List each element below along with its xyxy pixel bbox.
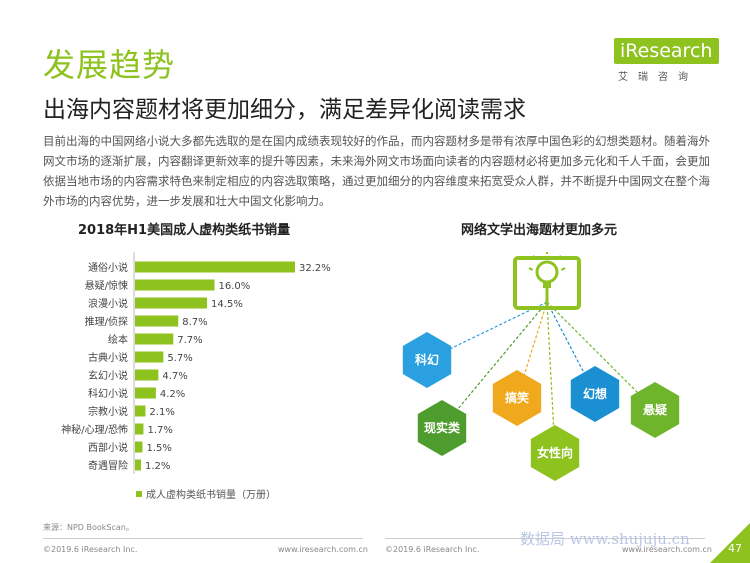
- page-subtitle: 出海内容题材将更加细分，满足差异化阅读需求: [43, 97, 526, 123]
- bar-chart-title: 2018年H1美国成人虚构类纸书销量: [78, 223, 291, 238]
- page-number: 47: [728, 542, 742, 555]
- bar: [135, 387, 156, 399]
- topic-node: 悬疑: [630, 382, 680, 438]
- bar: [135, 315, 179, 327]
- diagram-title: 网络文学出海题材更加多元: [461, 223, 618, 238]
- category-label: 推理/侦探: [85, 315, 128, 328]
- logo-main-text: iResearch: [614, 38, 720, 64]
- bar: [135, 441, 143, 453]
- topic-node-label: 科幻: [415, 352, 439, 367]
- footer-url-left[interactable]: www.iresearch.com.cn: [278, 545, 368, 554]
- category-label: 科幻小说: [88, 387, 128, 400]
- topic-node-label: 现实类: [424, 420, 461, 435]
- category-label: 西部小说: [88, 441, 128, 454]
- category-label: 绘本: [108, 333, 128, 346]
- footer-divider-right: [385, 538, 705, 539]
- category-label: 神秘/心理/恐怖: [61, 423, 128, 436]
- connector-line: [441, 301, 548, 429]
- category-label: 宗教小说: [88, 405, 128, 418]
- category-label: 古典小说: [88, 351, 128, 364]
- category-label: 玄幻小说: [88, 369, 128, 382]
- section-title: 发展趋势: [43, 46, 176, 84]
- footer-divider-left: [43, 538, 363, 539]
- page-corner: [710, 523, 750, 563]
- bar: [135, 279, 215, 291]
- footer-url-right[interactable]: www.iresearch.com.cn: [622, 545, 712, 554]
- category-label: 浪漫小说: [88, 297, 128, 310]
- book-lightbulb-icon: [513, 252, 581, 310]
- footer-copyright-left: ©2019.6 iResearch Inc.: [43, 545, 138, 554]
- value-label: 8.7%: [182, 317, 207, 328]
- watermark: 数据局 www.shujuju.cn: [520, 530, 690, 548]
- value-label: 4.7%: [162, 371, 187, 382]
- intro-paragraph: 目前出海的中国网络小说大多都先选取的是在国内成绩表现较好的作品，而内容题材多是带…: [43, 134, 710, 208]
- footer-copyright-right: ©2019.6 iResearch Inc.: [385, 545, 480, 554]
- bar: [135, 351, 164, 363]
- category-label: 通俗小说: [88, 261, 128, 274]
- source-note: 来源：NPD BookScan。: [43, 523, 134, 532]
- bar: [135, 423, 144, 435]
- bar-chart: 通俗小说 32.2% 悬疑/惊悚 16.0% 浪漫小说 14.5% 推理/侦探 8.7% 绘本 7…: [61, 252, 331, 474]
- legend-label: 成人虚构类纸书销量（万册）: [146, 490, 276, 501]
- value-label: 7.7%: [177, 335, 202, 346]
- value-label: 5.7%: [167, 353, 192, 364]
- value-label: 32.2%: [299, 263, 331, 274]
- connector-line: [546, 301, 656, 411]
- value-label: 16.0%: [219, 281, 251, 292]
- value-label: 1.2%: [145, 461, 170, 472]
- value-label: 4.2%: [160, 389, 185, 400]
- bar: [135, 369, 159, 381]
- topic-node: 科幻: [402, 332, 452, 388]
- legend-swatch: [136, 490, 142, 497]
- topic-node: 女性向: [530, 425, 580, 481]
- bar: [135, 261, 295, 273]
- topic-node-label: 悬疑: [642, 402, 667, 417]
- topic-node-label: 搞笑: [505, 390, 529, 405]
- iresearch-logo: iResearch 艾瑞咨询: [614, 38, 720, 84]
- bar: [135, 459, 141, 471]
- category-label: 悬疑/惊悚: [85, 279, 128, 292]
- category-label: 奇遇冒险: [88, 459, 128, 472]
- connector-line: [516, 301, 548, 399]
- value-label: 1.7%: [147, 425, 172, 436]
- topic-node: 搞笑: [492, 370, 542, 426]
- topic-node-label: 女性向: [537, 445, 573, 460]
- bar: [135, 333, 174, 345]
- chart-legend: 成人虚构类纸书销量（万册）: [136, 486, 276, 501]
- topic-node: 幻想: [570, 366, 620, 422]
- topic-node: 现实类: [417, 400, 467, 456]
- value-label: 14.5%: [211, 299, 243, 310]
- topic-node-label: 幻想: [583, 386, 607, 401]
- value-label: 2.1%: [149, 407, 174, 418]
- logo-sub-text: 艾瑞咨询: [618, 72, 698, 83]
- value-label: 1.5%: [146, 443, 171, 454]
- bar: [135, 405, 146, 417]
- bar: [135, 297, 208, 309]
